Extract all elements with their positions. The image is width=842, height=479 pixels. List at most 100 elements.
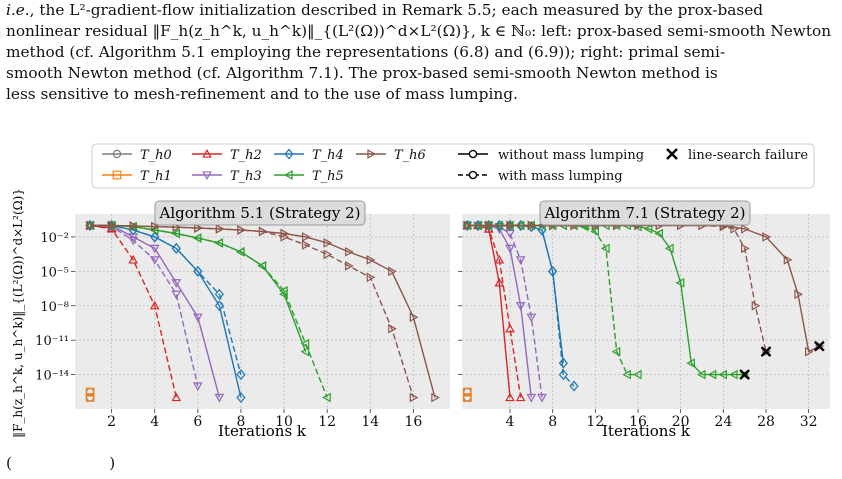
legend-label-h1: T_h1 (140, 169, 172, 184)
legend-marker-h5 (283, 170, 293, 180)
right-point-h5 (632, 369, 642, 380)
left-point-h6 (409, 392, 419, 403)
right-xtick-label: 24 (714, 414, 732, 430)
right-title-box (539, 200, 751, 226)
left-ylabel: ‖F_h(z_h^k, u_h^k)‖_{(L²(Ω))^d×L²(Ω)} (11, 188, 25, 438)
line-search-failure-mark (813, 340, 825, 352)
legend-label-without: without mass lumping (498, 148, 644, 163)
left-point-h1 (85, 393, 95, 402)
legend-label-h4: T_h4 (312, 148, 344, 163)
right-point-h6 (762, 232, 772, 242)
left-point-h3 (128, 236, 139, 246)
left-plot-area (75, 214, 450, 409)
left-point-h5 (300, 346, 310, 357)
right-panel: 4 8 12 16 20 24 28 32 Algorithm 7.1 (Strategy 2… (458, 200, 830, 440)
left-point-h6 (107, 220, 117, 231)
legend-marker-h6 (367, 149, 377, 159)
left-point-h6 (129, 221, 139, 231)
caption-continuation: ( ) (6, 454, 116, 472)
right-xtick-label: 8 (548, 414, 557, 430)
left-xtick-label: 16 (404, 414, 422, 430)
left-point-h6 (366, 255, 376, 265)
caption-line-3: method (cf. Algorithm 5.1 employing the … (6, 43, 726, 61)
right-point-h5 (686, 358, 695, 368)
left-point-h2 (149, 300, 160, 310)
right-point-h6 (794, 289, 804, 300)
left-point-h4 (171, 242, 181, 254)
left-xtick-label: 14 (361, 414, 379, 430)
left-point-h5 (171, 228, 180, 239)
legend-marker-failure (666, 148, 678, 160)
left-point-h4 (236, 392, 246, 404)
right-xtick-label: 16 (629, 414, 647, 430)
right-point-h5 (654, 228, 663, 239)
left-xtick-label: 4 (150, 414, 159, 430)
left-point-h6 (323, 249, 333, 260)
left-point-h5 (235, 247, 245, 257)
line-search-failure-mark (739, 369, 751, 380)
right-point-h5 (728, 369, 738, 380)
left-point-h3 (214, 393, 225, 403)
left-point-h6 (258, 226, 268, 237)
left-point-h5 (300, 338, 310, 349)
left-point-h3 (171, 279, 182, 288)
right-plot-area (462, 214, 830, 409)
left-point-h6 (237, 225, 246, 235)
left-point-h6 (86, 220, 96, 231)
left-point-h6 (431, 392, 440, 403)
caption-line-1-text: , the L²-gradient-flow initialization de… (29, 1, 764, 19)
caption-line-1: i.e., the L²-gradient-flow initializatio… (6, 0, 836, 21)
left-point-h6 (388, 323, 397, 334)
line-search-failure-mark (760, 346, 772, 357)
left-series-h2-with (89, 224, 177, 398)
figure-caption: i.e., the L²-gradient-flow initializatio… (6, 0, 836, 105)
right-xtick-label: 32 (800, 414, 818, 430)
legend-marker-h2 (202, 148, 212, 158)
right-point-h5 (611, 346, 621, 357)
right-point-h3 (515, 302, 526, 311)
right-point-h6 (741, 243, 750, 254)
right-xtick-label: 20 (672, 414, 690, 430)
legend-marker-with (468, 170, 478, 180)
legend-label-h2: T_h2 (230, 148, 262, 163)
left-point-h6 (280, 232, 290, 242)
right-point-h3 (515, 256, 526, 265)
left-point-h5 (257, 261, 267, 271)
left-point-h5 (192, 233, 202, 243)
right-point-h5 (707, 369, 717, 380)
right-point-h5 (590, 226, 599, 237)
left-title: Algorithm 5.1 (Strategy 2) (159, 204, 361, 222)
right-xtick-label: 28 (757, 414, 775, 430)
left-xtick-label: 8 (236, 414, 245, 430)
left-ytick-label: 10⁻¹¹ (35, 334, 69, 349)
left-point-h5 (214, 238, 224, 248)
right-point-h2 (494, 277, 505, 287)
left-point-h6 (366, 272, 376, 283)
left-point-h5 (322, 392, 331, 403)
legend-label-with: with mass lumping (498, 169, 623, 184)
left-point-h4 (236, 369, 246, 381)
right-point-h2 (515, 392, 526, 402)
left-point-h5 (149, 225, 159, 235)
left-xtick-label: 2 (107, 414, 116, 430)
left-xtick-label: 12 (318, 414, 336, 430)
right-point-h5 (675, 278, 685, 288)
right-point-h5 (664, 243, 674, 254)
left-point-h6 (215, 224, 225, 234)
right-point-h6 (527, 220, 537, 231)
right-point-h5 (622, 369, 631, 380)
left-point-h3 (193, 313, 203, 323)
left-ytick-label: 10⁻¹⁴ (35, 369, 69, 384)
left-point-h6 (151, 221, 160, 232)
left-point-h4 (214, 288, 224, 300)
caption-line-4: smooth Newton method (cf. Algorithm 7.1)… (6, 64, 718, 82)
left-point-h4 (193, 265, 203, 277)
legend-marker-h4 (284, 148, 294, 160)
right-series-h6-with (467, 224, 767, 352)
caption-ie: i.e. (6, 1, 30, 19)
right-point-h4 (569, 380, 579, 392)
right-point-h4 (558, 357, 568, 369)
caption-line-2: nonlinear residual ‖F_h(z_h^k, u_h^k)‖_{… (6, 22, 832, 40)
right-series-h2-with (467, 224, 522, 398)
left-point-h6 (345, 261, 354, 271)
